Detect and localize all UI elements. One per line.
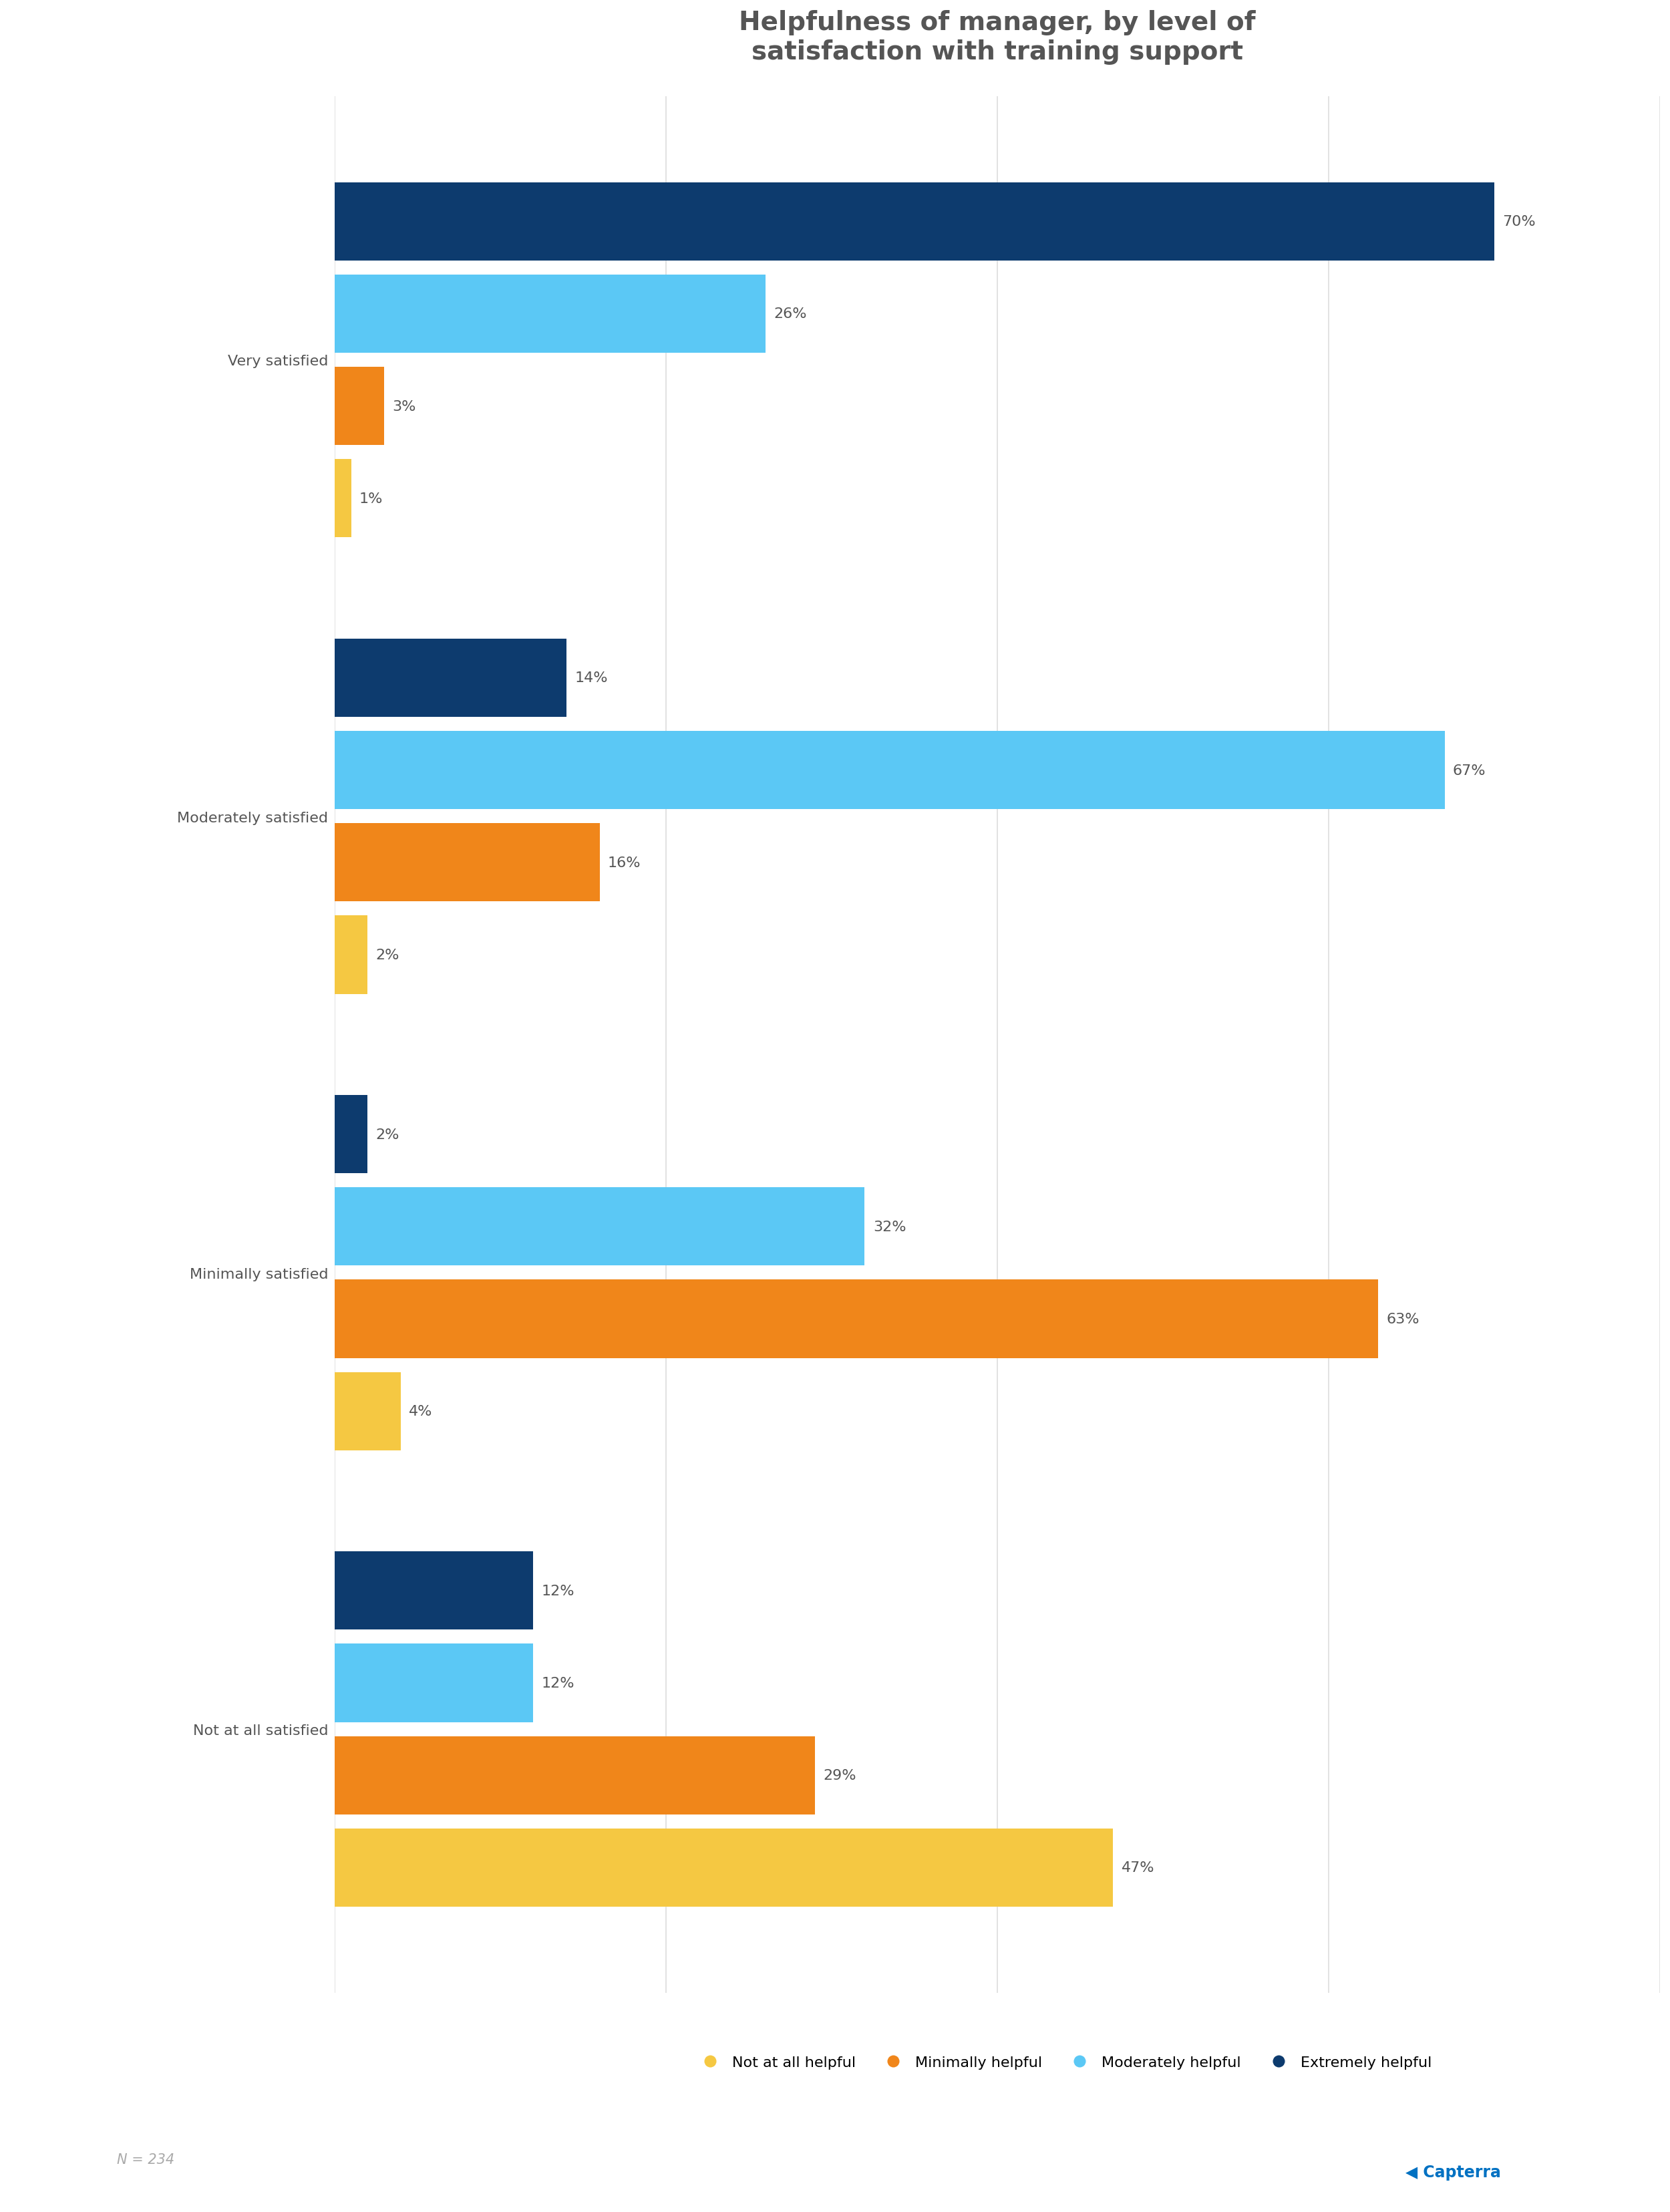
Text: 16%: 16% — [608, 856, 641, 869]
Text: 2%: 2% — [376, 1128, 399, 1141]
Bar — [334, 1281, 1378, 1358]
Text: 67%: 67% — [1453, 763, 1486, 776]
Text: ◀ Capterra: ◀ Capterra — [1404, 2163, 1501, 2181]
Bar — [334, 1736, 815, 1814]
Text: 4%: 4% — [409, 1405, 433, 1418]
Bar — [334, 823, 600, 902]
Bar — [334, 367, 384, 445]
Text: 3%: 3% — [392, 400, 416, 414]
Text: 14%: 14% — [574, 672, 608, 686]
Bar — [334, 1644, 533, 1723]
Bar — [334, 184, 1495, 261]
Text: 32%: 32% — [873, 1221, 907, 1234]
Legend: Not at all helpful, Minimally helpful, Moderately helpful, Extremely helpful: Not at all helpful, Minimally helpful, M… — [690, 2051, 1438, 2075]
Bar — [334, 1095, 367, 1175]
Bar — [334, 732, 1445, 810]
Text: 47%: 47% — [1122, 1860, 1154, 1874]
Text: 12%: 12% — [541, 1584, 574, 1597]
Text: 29%: 29% — [823, 1770, 857, 1783]
Text: 2%: 2% — [376, 949, 399, 962]
Bar — [334, 1371, 401, 1451]
Bar — [334, 916, 367, 993]
Bar — [334, 639, 566, 717]
Bar — [334, 1551, 533, 1630]
Bar — [334, 460, 351, 538]
Text: 70%: 70% — [1503, 215, 1536, 228]
Text: 63%: 63% — [1386, 1312, 1420, 1325]
Title: Helpfulness of manager, by level of
satisfaction with training support: Helpfulness of manager, by level of sati… — [738, 11, 1256, 64]
Text: 26%: 26% — [773, 307, 807, 321]
Bar — [334, 1829, 1114, 1907]
Text: 12%: 12% — [541, 1677, 574, 1690]
Text: 1%: 1% — [359, 491, 382, 504]
Bar — [334, 1188, 865, 1265]
Text: N = 234: N = 234 — [117, 2152, 174, 2166]
Bar — [334, 274, 765, 354]
